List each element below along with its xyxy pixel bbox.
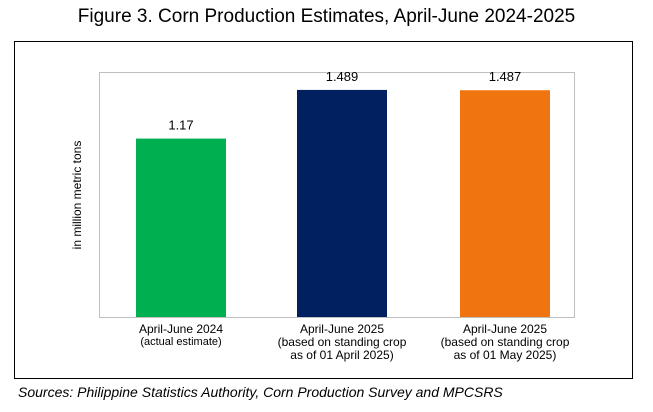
- data-label-3: 1.487: [489, 69, 522, 84]
- category-subtext: (actual estimate): [140, 336, 222, 348]
- category-name: April-June 2025: [462, 322, 548, 336]
- category-label-1: April-June 2024 (actual estimate): [96, 323, 266, 349]
- category-label-2: April-June 2025 (based on standing crop as…: [257, 323, 427, 362]
- bar-2: [297, 89, 387, 318]
- bar-1: [136, 138, 226, 317]
- category-name: April-June 2025: [299, 322, 385, 336]
- category-name: April-June 2024: [138, 322, 224, 336]
- category-subtext: as of 01 May 2025): [453, 348, 557, 362]
- source-note: Sources: Philippine Statistics Authority…: [18, 384, 503, 400]
- bar-3: [460, 90, 550, 317]
- category-subtext: (based on standing crop: [440, 335, 570, 349]
- data-label-2: 1.489: [326, 69, 359, 84]
- category-subtext: (based on standing crop: [277, 335, 407, 349]
- category-label-3: April-June 2025 (based on standing crop as…: [420, 323, 590, 362]
- category-subtext: as of 01 April 2025): [290, 348, 394, 362]
- data-label-1: 1.17: [168, 118, 193, 133]
- plot-area: [99, 72, 575, 318]
- chart-frame: [14, 41, 633, 379]
- chart-title: Figure 3. Corn Production Estimates, Apr…: [77, 6, 576, 27]
